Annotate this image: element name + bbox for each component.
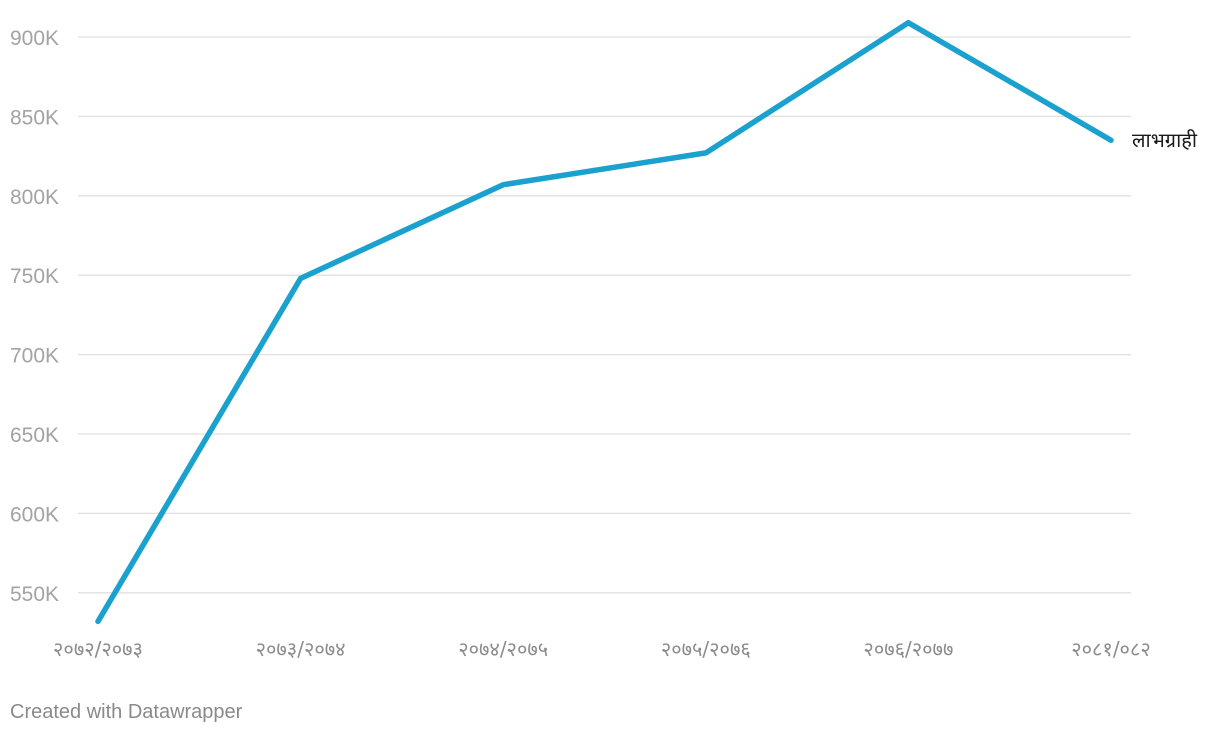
x-tick-label: २०७४/२०७५ — [458, 637, 548, 661]
x-axis-ticks: २०७२/२०७३ २०७३/२०७४ २०७४/२०७५ २०७५/२०७६ २०७६… — [53, 637, 1151, 661]
y-tick-label: 850K — [10, 106, 59, 129]
y-tick-label: 900K — [10, 27, 59, 50]
y-tick-label: 600K — [10, 503, 59, 526]
x-tick-label: २०८१/०८२ — [1071, 637, 1151, 661]
series-layer: लाभग्राही — [95, 19, 1198, 625]
datawrapper-credit[interactable]: Created with Datawrapper — [10, 701, 243, 723]
y-tick-label: 700K — [10, 345, 59, 368]
gridlines — [78, 36, 1131, 594]
x-tick-label: २०७२/२०७३ — [53, 637, 143, 661]
y-tick-label: 800K — [10, 186, 59, 209]
y-tick-label: 750K — [10, 265, 59, 288]
x-tick-label: २०७३/२०७४ — [256, 637, 346, 661]
y-tick-label: 550K — [10, 583, 59, 606]
y-tick-label: 650K — [10, 424, 59, 447]
y-axis-ticks: 550K 600K 650K 700K 750K 800K 850K 900K — [10, 27, 59, 606]
x-tick-label: २०७५/२०७६ — [661, 637, 751, 661]
series-label: लाभग्राही — [1132, 128, 1198, 152]
series-line — [95, 19, 1114, 625]
x-tick-label: २०७६/२०७७ — [863, 637, 953, 661]
